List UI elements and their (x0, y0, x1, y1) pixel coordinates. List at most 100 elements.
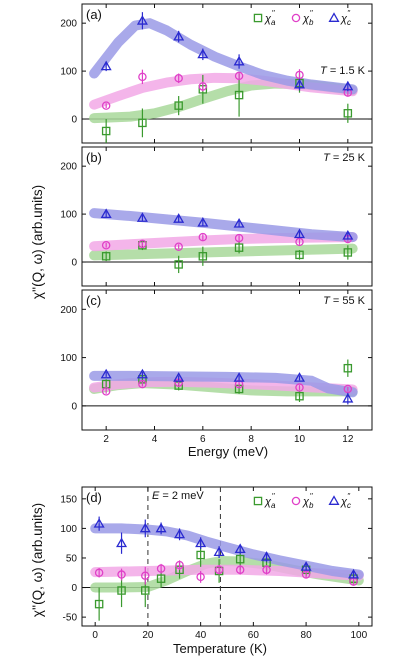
data-point-c (233, 217, 245, 228)
y-tick-label: 200 (60, 19, 77, 30)
fit-band-b (89, 376, 358, 395)
data-point-a (117, 586, 126, 595)
legend-label-c: χc'' (340, 9, 351, 27)
panel-label: (d) (86, 490, 102, 505)
legend-symbol: χ (264, 496, 272, 508)
energy-ylabel: χ''(Q, ω) (arb.units) (30, 185, 45, 299)
annotation-symbol: T (323, 295, 331, 307)
data-point-c (100, 368, 112, 379)
data-point-b (295, 383, 304, 392)
legend-superscript: '' (309, 492, 313, 501)
data-point-a (235, 554, 245, 564)
x-tick-label: 4 (152, 434, 158, 445)
data-point-c (342, 80, 354, 91)
panel-annotation: T = 1.5 K (320, 65, 366, 77)
legend-label-c: χc'' (340, 492, 351, 510)
legend-symbol: χ (264, 13, 272, 25)
legend-subscript: b (309, 18, 314, 27)
data-point-b (295, 70, 304, 80)
data-point-a (196, 550, 205, 560)
y-tick-label: 0 (71, 115, 77, 126)
temperature-xlabel: Temperature (K) (173, 641, 267, 656)
data-point-c (173, 213, 185, 223)
data-point-c (197, 217, 209, 227)
legend-subscript: c (347, 501, 351, 510)
y-tick-label: 150 (60, 494, 77, 505)
x-tick-label: 20 (142, 630, 154, 641)
y-tick-label: 200 (60, 162, 77, 173)
data-point-b (198, 82, 208, 91)
y-tick-label: 100 (60, 524, 77, 535)
x-tick-label: 80 (301, 630, 313, 641)
legend-marker-c (328, 495, 340, 505)
panel-c: 0 100 200 2 4 6 8 10 12 (c) T = 55 K (60, 289, 373, 445)
data-point-b (301, 570, 311, 579)
x-tick-label: 100 (350, 630, 367, 641)
fit-band-a (89, 243, 358, 261)
data-point-b (214, 565, 224, 575)
data-point-a (138, 118, 147, 128)
legend-subscript: c (347, 18, 351, 27)
data-point-c (100, 208, 112, 219)
data-point-b (198, 232, 208, 242)
legend-label-a: χa'' (264, 9, 276, 27)
annotation-value: = 55 K (330, 295, 366, 307)
y-tick-label: 100 (60, 210, 77, 221)
data-point-c (173, 30, 185, 41)
data-point-c (293, 78, 306, 89)
y-tick-label: 0 (71, 401, 77, 412)
legend-marker-a (253, 13, 263, 23)
data-point-b (156, 564, 166, 573)
data-point-a (101, 252, 111, 261)
data-point-c (195, 537, 207, 548)
legend-superscript: '' (309, 9, 313, 18)
legend-subscript: a (271, 18, 276, 27)
legend-label-b: χb'' (302, 492, 314, 510)
data-point-a (101, 126, 111, 136)
x-tick-label: 60 (248, 630, 260, 641)
data-point-c (116, 537, 128, 548)
data-point-c (348, 568, 360, 579)
legend-superscript: '' (271, 9, 275, 18)
y-tick-label: 100 (60, 67, 77, 78)
y-tick-label: 50 (66, 553, 78, 564)
legend-label-b: χb'' (302, 9, 314, 27)
data-point-a (94, 599, 104, 609)
data-point-b (234, 71, 244, 81)
data-point-b (117, 570, 126, 579)
annotation-value: = 1.5 K (327, 65, 366, 77)
plot-frame (81, 289, 373, 431)
data-point-a (156, 574, 166, 583)
y-tick-label: 100 (60, 353, 77, 364)
data-point-a (343, 109, 353, 118)
plot-frame (81, 486, 373, 627)
legend-symbol: χ (302, 13, 310, 25)
legend-marker-a (253, 496, 263, 506)
data-point-c (197, 48, 209, 59)
data-point-c (233, 55, 245, 66)
legend-superscript: '' (271, 492, 275, 501)
data-point-a (198, 252, 208, 261)
legend-subscript: b (309, 501, 314, 510)
legend-label-a: χa'' (264, 492, 276, 510)
panel-label: (c) (86, 293, 101, 308)
data-point-b (94, 568, 104, 578)
legend-marker-c (328, 12, 340, 22)
data-point-a (295, 391, 304, 401)
data-point-b (235, 565, 245, 575)
data-point-b (234, 233, 244, 243)
x-tick-label: 8 (248, 434, 254, 445)
legend-superscript: '' (347, 9, 351, 18)
data-point-a (234, 90, 244, 100)
energy-xlabel: Energy (meV) (188, 444, 268, 459)
data-point-b (174, 242, 183, 251)
data-point-c (293, 372, 306, 382)
annotation-symbol: T (323, 152, 331, 164)
panel-annotation: E = 2 meV (152, 490, 204, 502)
data-point-b (174, 74, 183, 83)
data-point-b (343, 384, 353, 394)
data-point-c (300, 561, 312, 571)
